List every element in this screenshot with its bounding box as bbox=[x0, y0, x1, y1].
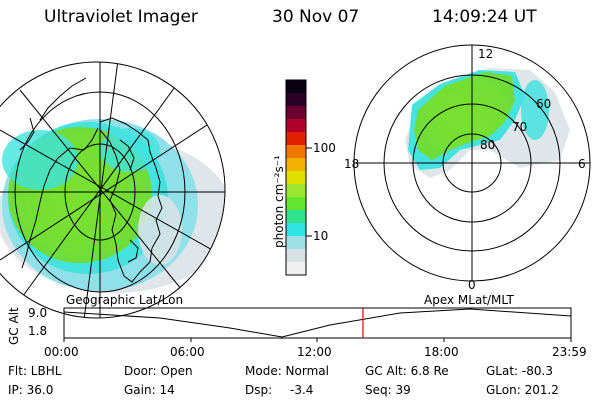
colorbar-frame bbox=[285, 79, 307, 276]
colorbar-segment bbox=[286, 210, 306, 224]
colorbar-segment bbox=[286, 93, 306, 107]
mlt-label-0: 0 bbox=[468, 278, 476, 292]
observation-date: 30 Nov 07 bbox=[272, 7, 360, 27]
status-filter: Flt: LBHL bbox=[8, 364, 62, 378]
mlat-ring-label-70: 70 bbox=[512, 120, 528, 134]
gc-altitude-curve bbox=[63, 308, 572, 338]
aurora-emission-left bbox=[0, 119, 225, 293]
status-seq: Seq: 39 bbox=[365, 383, 411, 397]
orbit-x-tick-1200: 12:00 bbox=[297, 345, 332, 359]
colorbar-segment bbox=[286, 184, 306, 198]
status-gc-alt: GC Alt: 6.8 Re bbox=[365, 364, 449, 378]
orbit-x-tick-0600: 06:00 bbox=[170, 345, 205, 359]
orbit-y-tick-max: 9.0 bbox=[28, 306, 48, 320]
polar-grid bbox=[353, 44, 591, 282]
geographic-panel-label: Geographic Lat/Lon bbox=[66, 293, 184, 307]
colorbar-segment bbox=[286, 106, 306, 120]
colorbar bbox=[285, 79, 312, 276]
lat-lon-grid bbox=[0, 62, 225, 318]
observation-time: 14:09:24 UT bbox=[432, 7, 537, 27]
colorbar-segment bbox=[286, 132, 306, 146]
orbit-altitude-plot bbox=[63, 307, 572, 342]
polar-mlt-plot bbox=[353, 44, 591, 282]
status-ip: IP: 36.0 bbox=[8, 383, 54, 397]
status-mode: Mode: Normal bbox=[245, 364, 329, 378]
earth-limb bbox=[0, 61, 226, 319]
mlat-ring-label-60: 60 bbox=[536, 97, 552, 111]
colorbar-segment bbox=[286, 262, 306, 276]
colorbar-segment bbox=[286, 119, 306, 133]
status-door: Door: Open bbox=[124, 364, 193, 378]
colorbar-segment bbox=[286, 197, 306, 211]
orbit-x-tick-1800: 18:00 bbox=[424, 345, 459, 359]
mlt-label-12: 12 bbox=[478, 47, 494, 61]
status-dsp-value: -3.4 bbox=[290, 383, 314, 397]
geographic-image bbox=[0, 61, 226, 319]
status-glat: GLat: -80.3 bbox=[486, 364, 553, 378]
colorbar-tick-100: 100 bbox=[313, 141, 336, 155]
orbit-x-tick-marks bbox=[63, 338, 572, 342]
status-glon: GLon: 201.2 bbox=[486, 383, 559, 397]
mlt-label-18: 18 bbox=[344, 157, 360, 171]
status-gain: Gain: 14 bbox=[124, 383, 175, 397]
status-dsp-label: Dsp: bbox=[245, 383, 273, 397]
colorbar-segment bbox=[286, 236, 306, 250]
orbit-y-tick-min: 1.8 bbox=[28, 324, 48, 338]
orbit-axis-title: GC Alt bbox=[7, 307, 21, 345]
orbit-x-tick-2359: 23:59 bbox=[552, 345, 587, 359]
aurora-emission-right bbox=[405, 68, 570, 178]
orbit-x-tick-0000: 00:00 bbox=[44, 345, 79, 359]
mlt-label-6: 6 bbox=[578, 157, 586, 171]
colorbar-segment bbox=[286, 249, 306, 263]
apex-panel-label: Apex MLat/MLT bbox=[424, 293, 514, 307]
colorbar-segment bbox=[286, 158, 306, 172]
mlat-ring-label-80: 80 bbox=[480, 138, 496, 152]
colorbar-tick-10: 10 bbox=[313, 229, 329, 243]
colorbar-unit-label: photon cm⁻²s⁻¹ bbox=[272, 155, 286, 248]
colorbar-segment bbox=[286, 80, 306, 94]
colorbar-segment bbox=[286, 171, 306, 185]
colorbar-segment bbox=[286, 145, 306, 159]
colorbar-segment bbox=[286, 223, 306, 237]
orbit-plot-frame bbox=[63, 307, 572, 339]
instrument-title: Ultraviolet Imager bbox=[44, 7, 198, 27]
